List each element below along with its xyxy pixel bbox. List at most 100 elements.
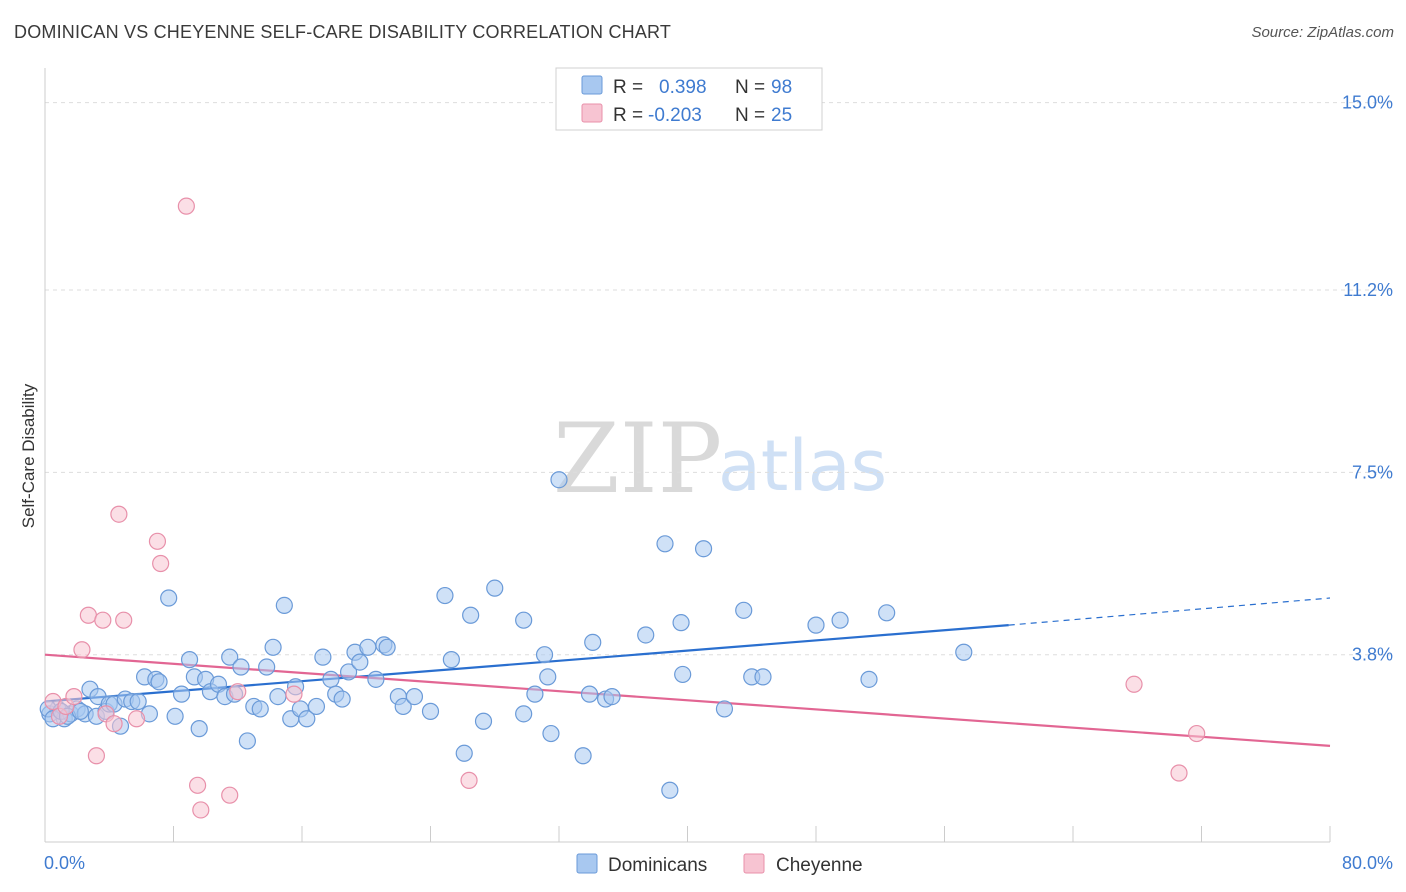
dominicans-point-97	[71, 702, 89, 720]
dominicans-point-46	[322, 670, 340, 688]
dominicans-point-21	[166, 707, 184, 725]
y-tick-label-2: 11.2%	[1343, 280, 1393, 300]
dominicans-point-79	[656, 535, 674, 553]
dominicans-point-83	[694, 540, 713, 558]
bottom-legend-dominicans: Dominicans	[608, 855, 707, 876]
cheyenne-point-19	[229, 683, 247, 701]
dominicans-point-77	[603, 687, 621, 706]
dominicans-point-82	[674, 665, 692, 684]
cheyenne-point-16	[188, 776, 207, 794]
dominicans-point-64	[474, 712, 493, 730]
dominicans-trend-extension	[1008, 597, 1331, 626]
dominicans-point-62	[455, 744, 473, 762]
dominicans-point-71	[542, 724, 560, 743]
dominicans-point-52	[359, 638, 377, 656]
dominicans-point-30	[221, 648, 239, 666]
cheyenne-point-15	[177, 197, 195, 215]
dominicans-point-49	[339, 663, 358, 681]
dominicans-point-70	[539, 668, 557, 686]
cheyenne-point-18	[221, 786, 239, 804]
cheyenne-point-17	[192, 801, 210, 819]
y-axis-label: Self-Care Disability	[19, 383, 38, 528]
legend-r-value-1: 0.398	[659, 77, 707, 98]
dominicans-point-63	[462, 606, 480, 624]
legend-r-label-1: R =	[613, 77, 643, 98]
dominicans-point-81	[672, 614, 690, 632]
dominicans-point-88	[807, 616, 825, 634]
dominicans-point-66	[515, 611, 533, 629]
dominicans-point-68	[526, 685, 544, 703]
chart-title: DOMINICAN VS CHEYENNE SELF-CARE DISABILI…	[14, 22, 672, 42]
y-tick-label-3: 15.0%	[1342, 93, 1393, 113]
watermark-zip: ZIP	[553, 403, 722, 515]
dominicans-point-58	[405, 687, 424, 706]
legend-r-label-2: R =	[613, 105, 643, 126]
dominicans-point-19	[150, 673, 168, 691]
cheyenne-point-7	[94, 611, 112, 629]
cheyenne-point-20	[285, 685, 303, 703]
cheyenne-point-9	[105, 715, 123, 733]
cheyenne-point-21	[460, 771, 478, 789]
dominicans-point-43	[298, 710, 316, 728]
cheyenne-point-12	[127, 710, 146, 728]
watermark-atlas: atlas	[718, 425, 887, 507]
legend-n-value-2: 25	[771, 105, 792, 126]
dominicans-point-35	[251, 700, 269, 718]
bottom-legend-swatch-cheyenne	[743, 853, 765, 874]
dominicans-point-85	[735, 601, 753, 619]
dominicans-point-80	[661, 781, 679, 799]
cheyenne-point-4	[73, 641, 91, 659]
dominicans-point-20	[160, 589, 178, 607]
dominicans-point-65	[486, 579, 504, 597]
dominicans-point-32	[232, 658, 250, 676]
dominicans-point-91	[878, 604, 896, 622]
dominicans-point-55	[378, 638, 396, 656]
dominicans-point-59	[421, 702, 440, 720]
dominicans-point-61	[442, 651, 460, 669]
x-tick-label-0: 0.0%	[44, 853, 85, 873]
dominicans-point-75	[584, 633, 602, 651]
legend-swatch-cheyenne	[581, 103, 603, 123]
dominicans-point-84	[715, 700, 734, 718]
legend-swatch-dominicans	[581, 75, 603, 95]
dominicans-point-25	[190, 720, 208, 738]
dominicans-point-22	[172, 685, 191, 703]
dominicans-point-48	[333, 690, 351, 708]
x-tick-label-1: 80.0%	[1342, 853, 1393, 873]
dominicans-point-73	[574, 747, 592, 765]
dominicans-point-45	[314, 648, 332, 666]
dominicans-point-60	[436, 586, 454, 605]
dominicans-point-36	[258, 658, 276, 676]
legend-box: R = 0.398 N = 98 R = -0.203 N = 25	[555, 67, 823, 131]
dominicans-point-51	[351, 653, 369, 671]
cheyenne-point-5	[79, 606, 97, 624]
bottom-legend-cheyenne: Cheyenne	[776, 855, 863, 876]
dominicans-point-89	[831, 611, 849, 629]
y-tick-label-0: 3.8%	[1352, 645, 1393, 665]
legend-n-value-1: 98	[771, 77, 792, 98]
legend-n-label-1: N =	[735, 77, 765, 98]
dominicans-point-15	[129, 692, 147, 711]
cheyenne-point-24	[1188, 724, 1206, 743]
data-points	[39, 197, 1206, 819]
source-label: Source: ZipAtlas.com	[1251, 24, 1394, 41]
dominicans-point-23	[180, 651, 199, 669]
bottom-legend-swatch-dominicans	[576, 853, 598, 874]
dominicans-point-74	[580, 685, 599, 703]
dominicans-point-39	[275, 596, 293, 615]
bottom-legend: Dominicans Cheyenne	[576, 853, 863, 876]
cheyenne-point-11	[115, 611, 133, 629]
dominicans-point-92	[955, 643, 973, 661]
cheyenne-point-14	[152, 554, 170, 573]
dominicans-point-33	[238, 732, 256, 750]
dominicans-point-53	[367, 670, 385, 688]
tick-labels: 3.8% 7.5% 11.2% 15.0% 0.0% 80.0%	[44, 93, 1393, 873]
cheyenne-point-22	[1125, 675, 1143, 693]
legend-r-value-2: -0.203	[648, 105, 702, 126]
dominicans-point-67	[515, 705, 533, 723]
legend-n-label-2: N =	[735, 105, 765, 126]
dominicans-point-44	[307, 697, 326, 716]
cheyenne-point-3	[65, 687, 83, 706]
y-tick-label-1: 7.5%	[1352, 462, 1393, 482]
dominicans-point-57	[394, 697, 412, 716]
